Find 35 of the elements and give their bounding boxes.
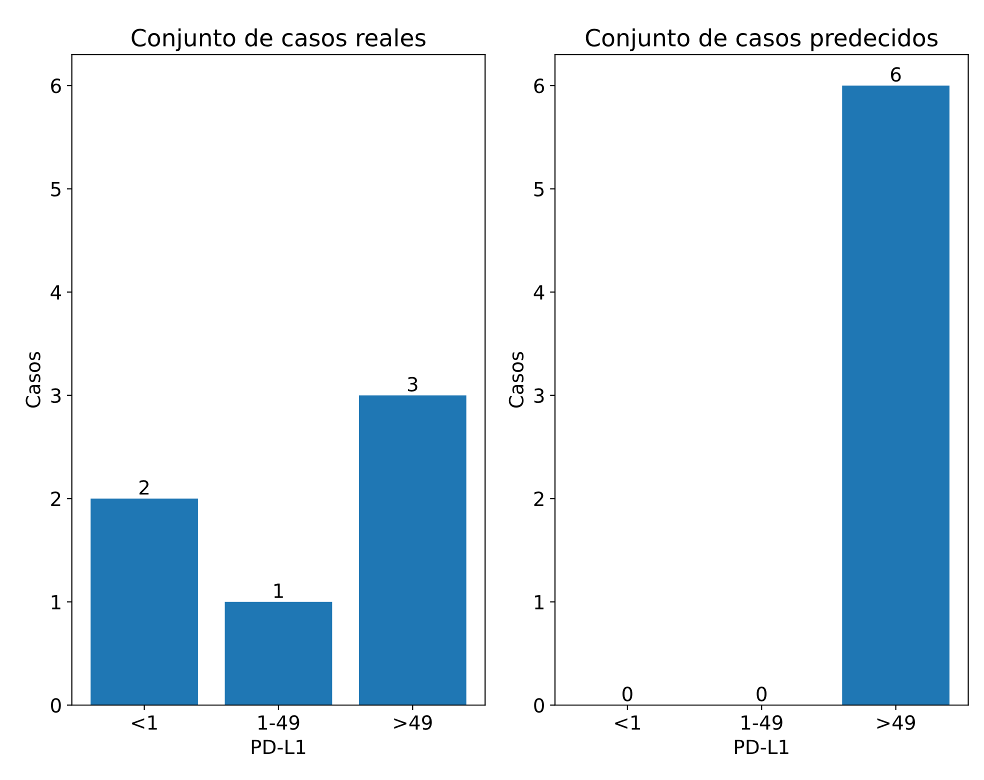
x-tick-label: <1 [615,715,640,730]
data-label: 1 [274,584,283,598]
y-tick-label: 2 [534,492,544,506]
x-axis-title: PD-L1 [252,740,306,754]
y-axis-title: Casos [26,352,40,408]
y-tick-label: 0 [51,698,61,713]
data-label: 0 [756,686,767,702]
data-label: 6 [890,67,901,82]
bar [224,602,332,706]
x-tick-label: 1-49 [258,715,300,730]
data-label: 2 [140,480,149,495]
y-tick-label: 5 [534,182,544,196]
y-tick-label: 3 [51,388,61,404]
bar [90,498,198,706]
y-tick-label: 5 [51,182,60,196]
y-tick-label: 6 [534,78,544,94]
y-tick-label: 4 [50,285,62,300]
y-tick-label: 1 [535,595,544,610]
bar [358,395,466,706]
data-label: 0 [622,686,632,702]
x-tick-label: >49 [394,715,432,730]
y-tick-label: 6 [51,78,61,94]
x-tick-label: 1-49 [742,715,782,730]
y-tick-label: 3 [534,388,544,404]
x-tick-label: <1 [132,715,157,730]
y-tick-label: 4 [534,285,544,300]
data-label: 3 [408,376,418,392]
y-axis-title: Casos [508,352,524,408]
chart-title: Conjunto de casos reales [132,28,426,52]
y-tick-label: 2 [51,492,60,506]
y-tick-label: 0 [534,698,544,713]
y-tick-label: 1 [52,595,60,610]
x-axis-title: PD-L1 [735,740,788,754]
x-tick-label: >49 [877,715,915,730]
chart-title: Conjunto de casos predecidos [586,28,938,52]
